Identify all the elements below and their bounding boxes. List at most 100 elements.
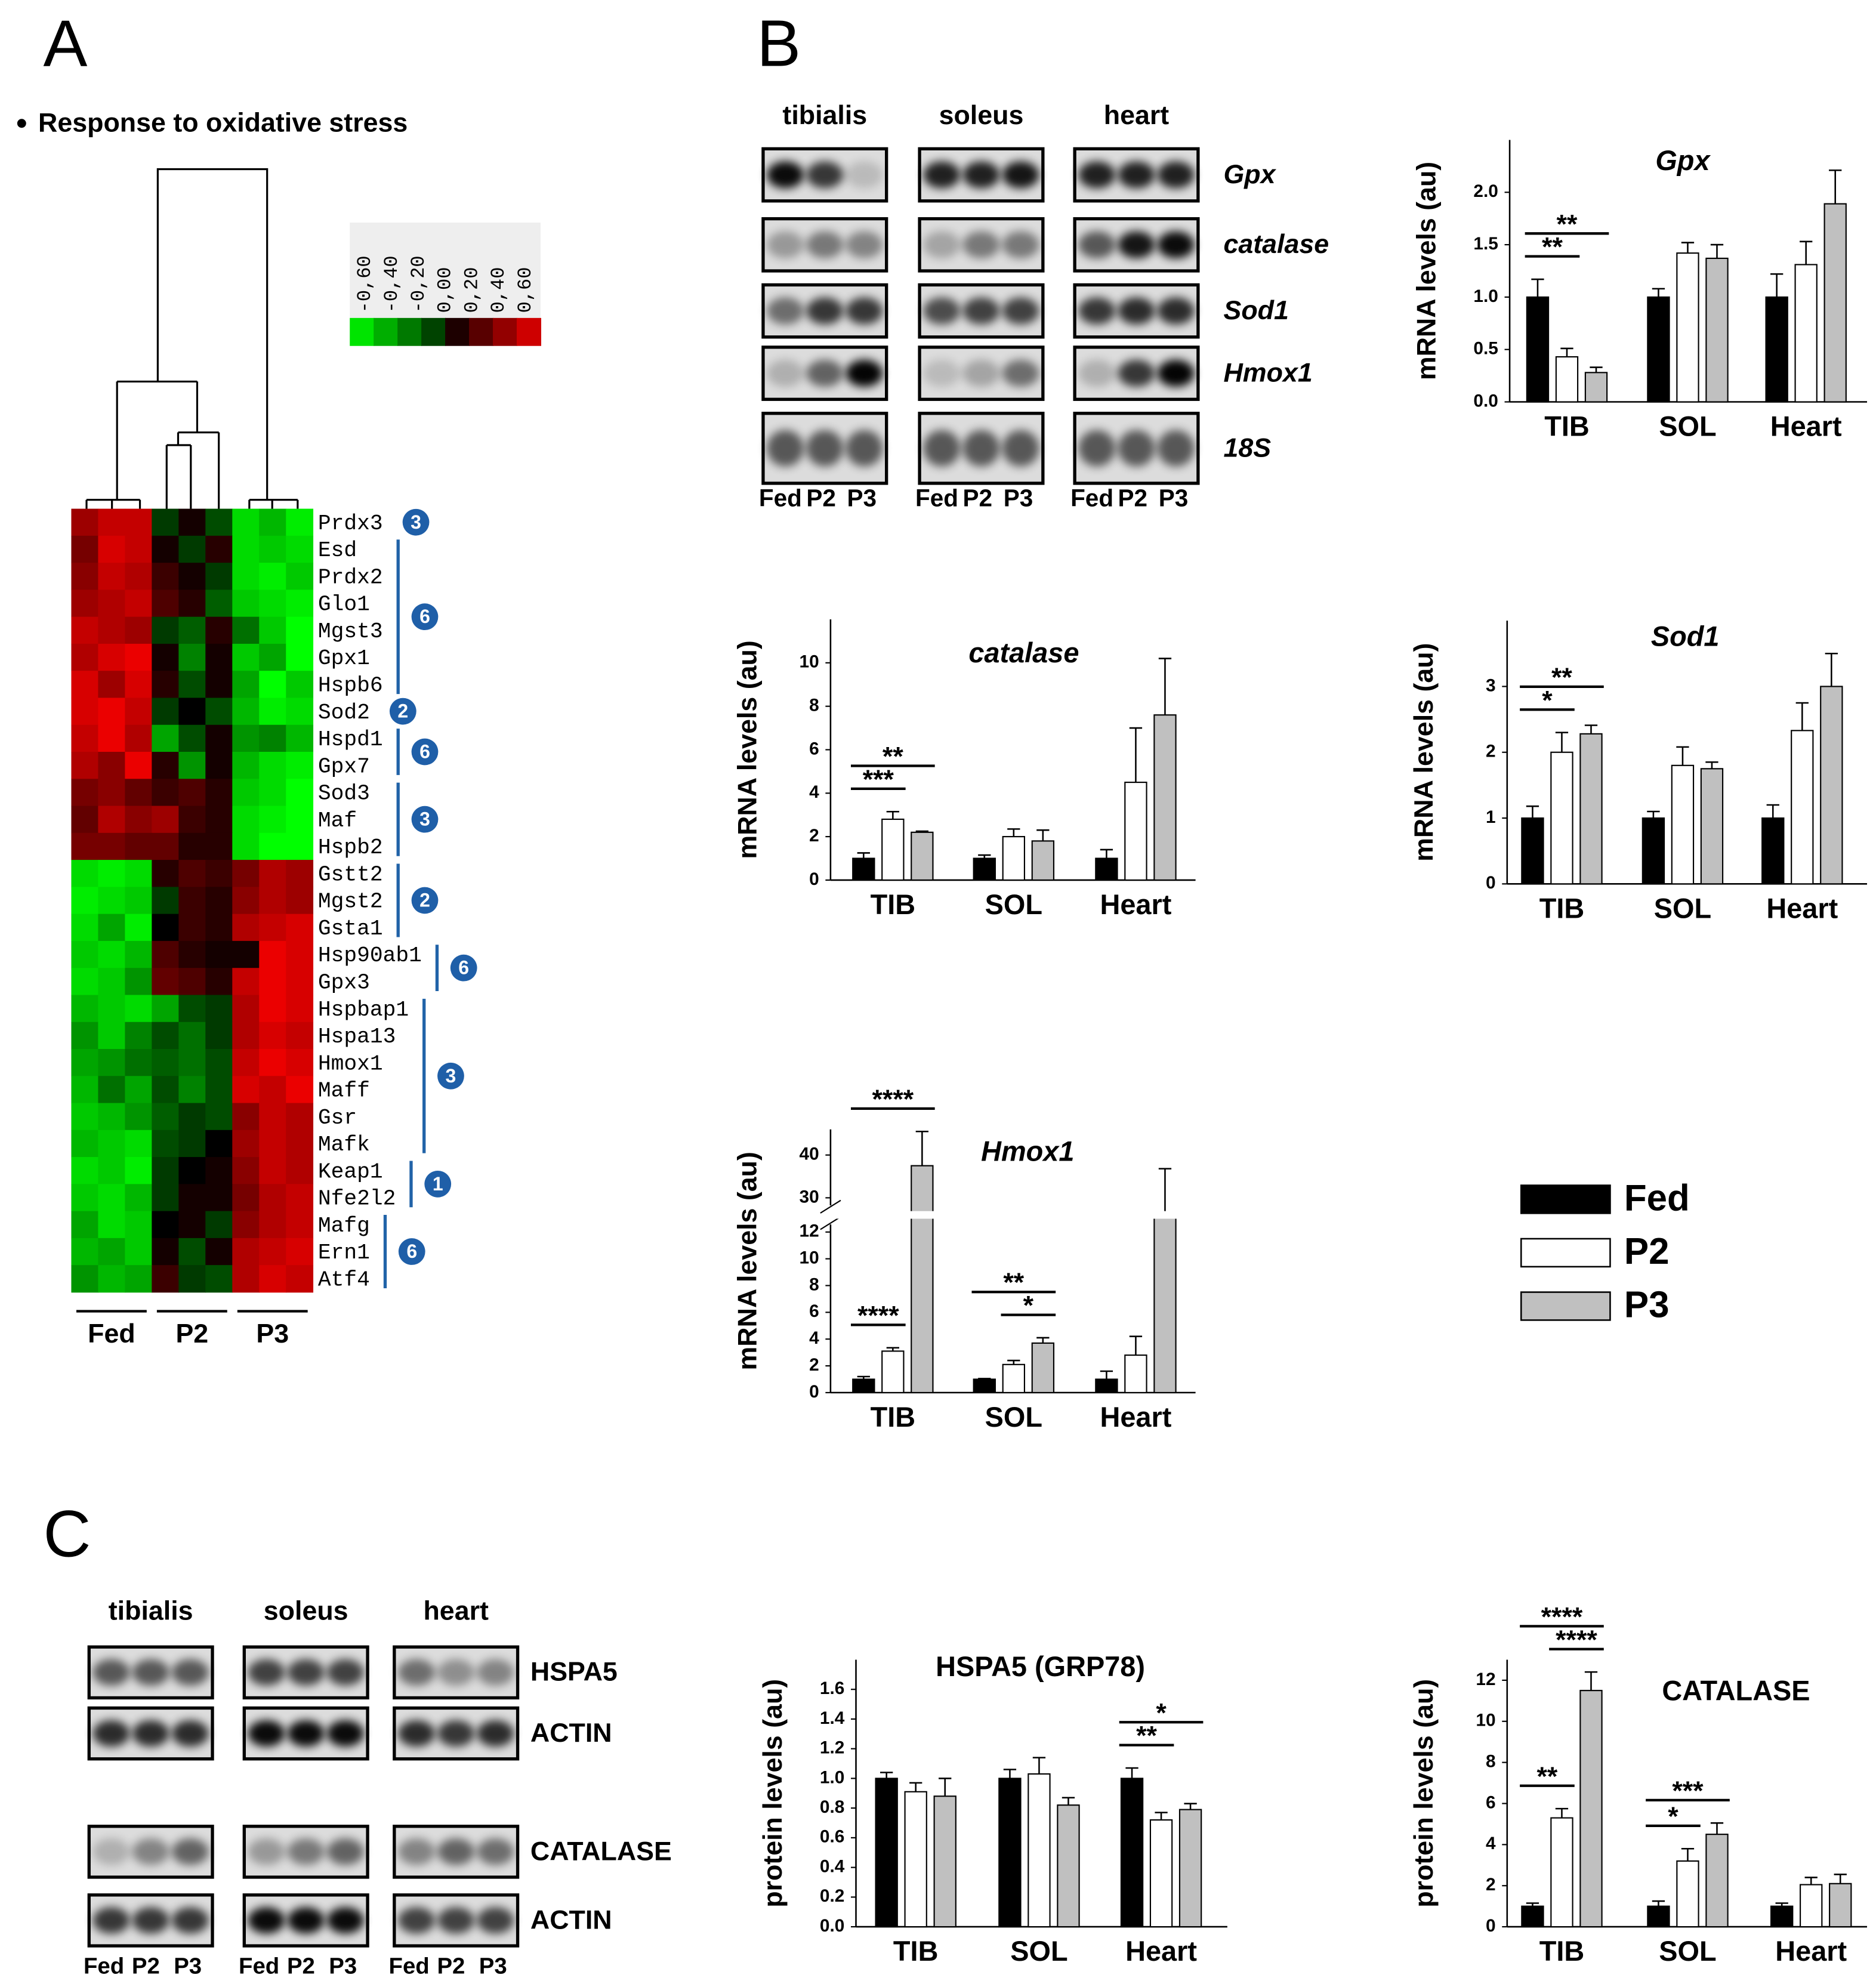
heatmap-cell [125, 724, 153, 752]
blot-band [92, 1838, 130, 1865]
heatmap-cell [152, 698, 180, 726]
heatmap-cell [205, 1184, 233, 1212]
heatmap-cell [125, 1238, 153, 1266]
blot-band [806, 359, 844, 387]
panel-label: C [44, 1497, 91, 1570]
blot-band [1078, 297, 1116, 325]
probe-label: HSPA5 [530, 1657, 618, 1687]
heatmap-cell [205, 779, 233, 807]
blot-band [962, 359, 1000, 387]
probe-label: Gpx [1224, 159, 1277, 189]
blot-band [132, 1907, 169, 1934]
heatmap-cell [232, 914, 260, 942]
heatmap-cell [178, 590, 206, 618]
lane-label: P2 [962, 484, 992, 511]
bar [904, 1791, 927, 1928]
heatmap-cell [125, 508, 153, 536]
lane-label: P2 [1118, 484, 1148, 511]
bar [881, 1350, 905, 1393]
heatmap-cell [71, 914, 99, 942]
blot-band [132, 1659, 169, 1686]
gene-label: Gsta1 [318, 917, 383, 941]
heatmap-cell [98, 995, 126, 1023]
significance-label: **** [857, 1300, 899, 1330]
heatmap-cell [259, 1022, 287, 1050]
group-number: 6 [419, 741, 430, 763]
color-swatch [397, 317, 422, 346]
bar [1705, 257, 1729, 403]
heatmap-cell [205, 535, 233, 563]
lane-label: Fed [84, 1953, 124, 1979]
panel-label: A [44, 7, 88, 80]
heatmap-cell [98, 671, 126, 699]
heatmap-cell [125, 832, 153, 860]
blot-band [437, 1838, 475, 1865]
heatmap-cell [232, 940, 260, 969]
bar [1647, 1905, 1670, 1928]
heatmap-cell [286, 1103, 314, 1131]
heatmap-cell [178, 1048, 206, 1077]
blot-band [923, 430, 961, 467]
blot-band [1157, 231, 1195, 259]
heatmap-cell [286, 887, 314, 915]
heatmap-cell [152, 1103, 180, 1131]
color-scale-label: 0,40 [487, 267, 510, 313]
blot-band [923, 297, 961, 325]
heatmap-cell [125, 1048, 153, 1077]
bar [998, 1778, 1022, 1928]
heatmap-cell [232, 832, 260, 860]
y-tick-label: 0 [809, 869, 819, 889]
gene-label: Gpx1 [318, 646, 370, 671]
heatmap-cell [205, 1022, 233, 1050]
heatmap-cell [205, 832, 233, 860]
heatmap-cell [125, 779, 153, 807]
blot-band [248, 1720, 285, 1747]
heatmap-cell [259, 914, 287, 942]
heatmap-cell [259, 1130, 287, 1158]
heatmap-cell [178, 643, 206, 672]
heatmap-cell [125, 643, 153, 672]
color-swatch [445, 317, 470, 346]
heatmap-cell [152, 1022, 180, 1050]
y-tick-label: 2.0 [1473, 181, 1498, 201]
x-tick-label: TIB [893, 1936, 939, 1967]
heatmap-cell [152, 724, 180, 752]
y-tick-label: 0.8 [820, 1797, 844, 1817]
bar [1028, 1773, 1051, 1928]
heatmap-cell [286, 995, 314, 1023]
significance-label: * [1668, 1801, 1678, 1831]
heatmap-cell [232, 1211, 260, 1239]
gene-label: Mgst2 [318, 890, 383, 914]
heatmap-cell [286, 698, 314, 726]
significance-label: ** [1557, 209, 1578, 239]
heatmap-cell [205, 995, 233, 1023]
heatmap-cell [98, 1103, 126, 1131]
bullet [17, 119, 26, 128]
heatmap-cell [178, 535, 206, 563]
lane-label: P2 [437, 1953, 465, 1979]
heatmap-cell [98, 779, 126, 807]
heatmap-cell [71, 563, 99, 591]
heatmap-cell [259, 968, 287, 996]
heatmap-cell [152, 1076, 180, 1104]
significance-label: * [1542, 685, 1553, 715]
blot-band [248, 1907, 285, 1934]
blot-band [326, 1838, 364, 1865]
heatmap-cell [125, 698, 153, 726]
heatmap-cell [259, 887, 287, 915]
x-tick-label: SOL [1659, 1936, 1716, 1967]
y-tick-label: 0 [1486, 1916, 1496, 1936]
heatmap-cell [125, 1022, 153, 1050]
heatmap-cell [98, 940, 126, 969]
bar [1124, 1354, 1147, 1393]
heatmap-cell [178, 940, 206, 969]
gene-label: Hspa13 [318, 1025, 396, 1049]
heatmap-cell [178, 995, 206, 1023]
x-tick-label: TIB [1539, 1936, 1585, 1967]
bar [1031, 1342, 1055, 1393]
heatmap-cell [125, 860, 153, 888]
blot-band [171, 1907, 209, 1934]
heatmap-cell [205, 1238, 233, 1266]
y-tick-label: 10 [1476, 1711, 1495, 1730]
heatmap-cell [71, 887, 99, 915]
